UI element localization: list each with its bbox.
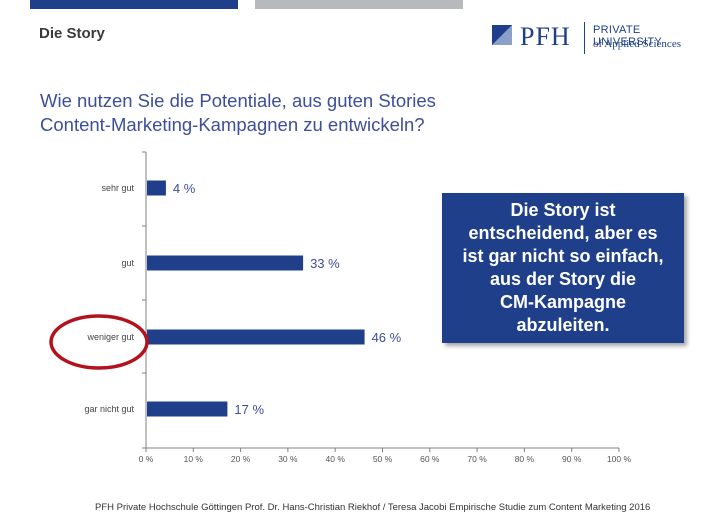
- category-label: sehr gut: [101, 183, 134, 193]
- logo-wordmark: PFH: [520, 22, 571, 51]
- logo-subtitle-line2: of Applied Sciences: [593, 38, 681, 50]
- logo-divider: [584, 22, 585, 54]
- x-tick-label: 90 %: [562, 454, 582, 464]
- callout-line: CM-Kampagne: [499, 292, 626, 312]
- survey-question-line1: Wie nutzen Sie die Potentiale, aus guten…: [40, 90, 436, 111]
- top-accent-bar-gray: [255, 0, 463, 9]
- callout-box: Die Story ist entscheidend, aber es ist ga…: [442, 193, 684, 343]
- x-tick-label: 80 %: [515, 454, 535, 464]
- category-label: gut: [121, 258, 134, 268]
- logo-mark-icon: [492, 25, 512, 45]
- value-label: 33 %: [310, 256, 340, 271]
- highlight-ellipse: [49, 314, 149, 370]
- callout-line: Die Story ist: [510, 200, 616, 220]
- bar: [147, 255, 304, 271]
- bar: [147, 180, 166, 196]
- survey-question: Wie nutzen Sie die Potentiale, aus guten…: [40, 89, 600, 137]
- value-label: 17 %: [234, 402, 264, 417]
- category-label: gar nicht gut: [84, 404, 134, 414]
- x-tick-label: 0 %: [139, 454, 154, 464]
- survey-question-line2: Content-Marketing-Kampagnen zu entwickel…: [40, 114, 425, 135]
- category-label: weniger gut: [86, 332, 134, 342]
- x-tick-label: 40 %: [326, 454, 346, 464]
- section-title: Die Story: [39, 25, 105, 42]
- callout-line: aus der Story die: [489, 269, 637, 289]
- value-label: 4 %: [173, 181, 196, 196]
- bar: [147, 329, 365, 345]
- bar: [147, 401, 228, 417]
- callout-text: Die Story ist entscheidend, aber es ist ga…: [454, 199, 671, 337]
- footer-citation: PFH Private Hochschule Göttingen Prof. D…: [95, 502, 651, 513]
- callout-line: abzuleiten.: [516, 315, 610, 335]
- callout-line: entscheidend, aber es: [468, 223, 658, 243]
- x-tick-label: 70 %: [467, 454, 487, 464]
- value-label: 46 %: [372, 330, 402, 345]
- x-tick-label: 20 %: [231, 454, 251, 464]
- university-logo: PFH PRIVATE UNIVERSITY of Applied Scienc…: [492, 20, 702, 60]
- x-tick-label: 30 %: [278, 454, 298, 464]
- logo-subtitle-line1: PRIVATE UNIVERSITY: [593, 24, 663, 48]
- top-accent-bar-blue: [30, 0, 238, 9]
- x-tick-label: 100 %: [607, 454, 632, 464]
- callout-line: ist gar nicht so einfach,: [462, 246, 664, 266]
- x-tick-label: 50 %: [373, 454, 393, 464]
- x-tick-label: 10 %: [184, 454, 204, 464]
- x-tick-label: 60 %: [420, 454, 440, 464]
